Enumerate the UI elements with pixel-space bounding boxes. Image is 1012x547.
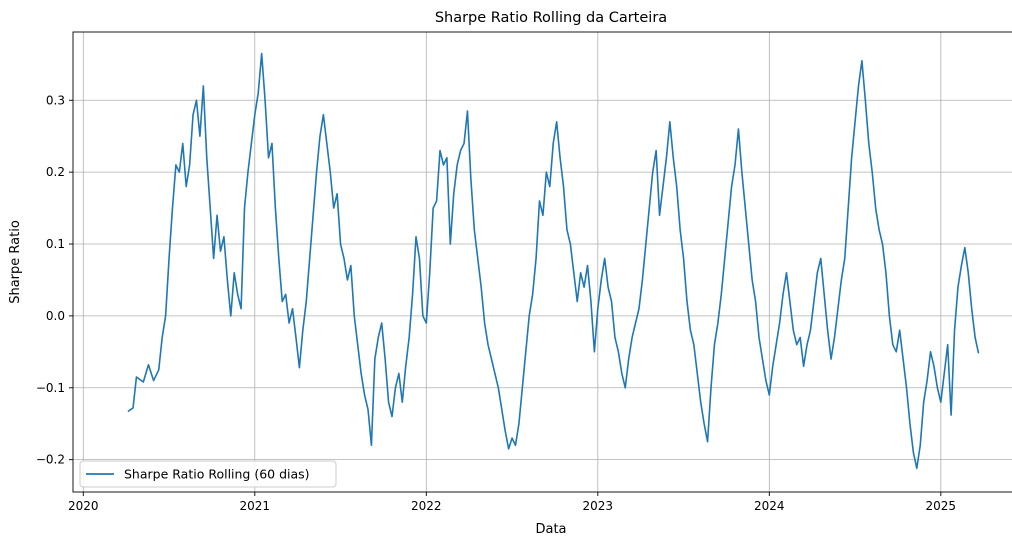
chart-title: Sharpe Ratio Rolling da Carteira (435, 10, 667, 26)
x-tick-label: 2022 (411, 499, 442, 513)
y-tick-label: 0.0 (46, 309, 65, 323)
plot-frame (72, 31, 1012, 493)
x-tick-label: 2021 (240, 499, 271, 513)
x-axis: 2020 2021 2022 2023 2024 2025 (68, 492, 956, 513)
x-axis-title: Data (535, 522, 566, 537)
y-tick-label: 0.3 (46, 93, 65, 107)
legend-box (79, 460, 337, 488)
y-axis-title: Sharpe Ratio (8, 220, 23, 304)
legend: Sharpe Ratio Rolling (60 dias) (79, 460, 337, 488)
grid-lines (73, 32, 1012, 492)
legend-label: Sharpe Ratio Rolling (60 dias) (124, 467, 310, 482)
series-line-sharpe-ratio (127, 52, 980, 470)
series-layer (127, 52, 980, 470)
y-tick-label: 0.2 (46, 165, 65, 179)
x-tick-label: 2020 (68, 499, 99, 513)
x-tick-label: 2023 (583, 499, 614, 513)
y-tick-label: −0.1 (36, 381, 65, 395)
y-tick-label: −0.2 (36, 453, 65, 467)
x-tick-label: 2025 (926, 499, 957, 513)
x-tick-label: 2024 (754, 499, 785, 513)
y-tick-label: 0.1 (46, 237, 65, 251)
y-axis: −0.2 −0.1 0.0 0.1 0.2 0.3 (36, 93, 73, 467)
